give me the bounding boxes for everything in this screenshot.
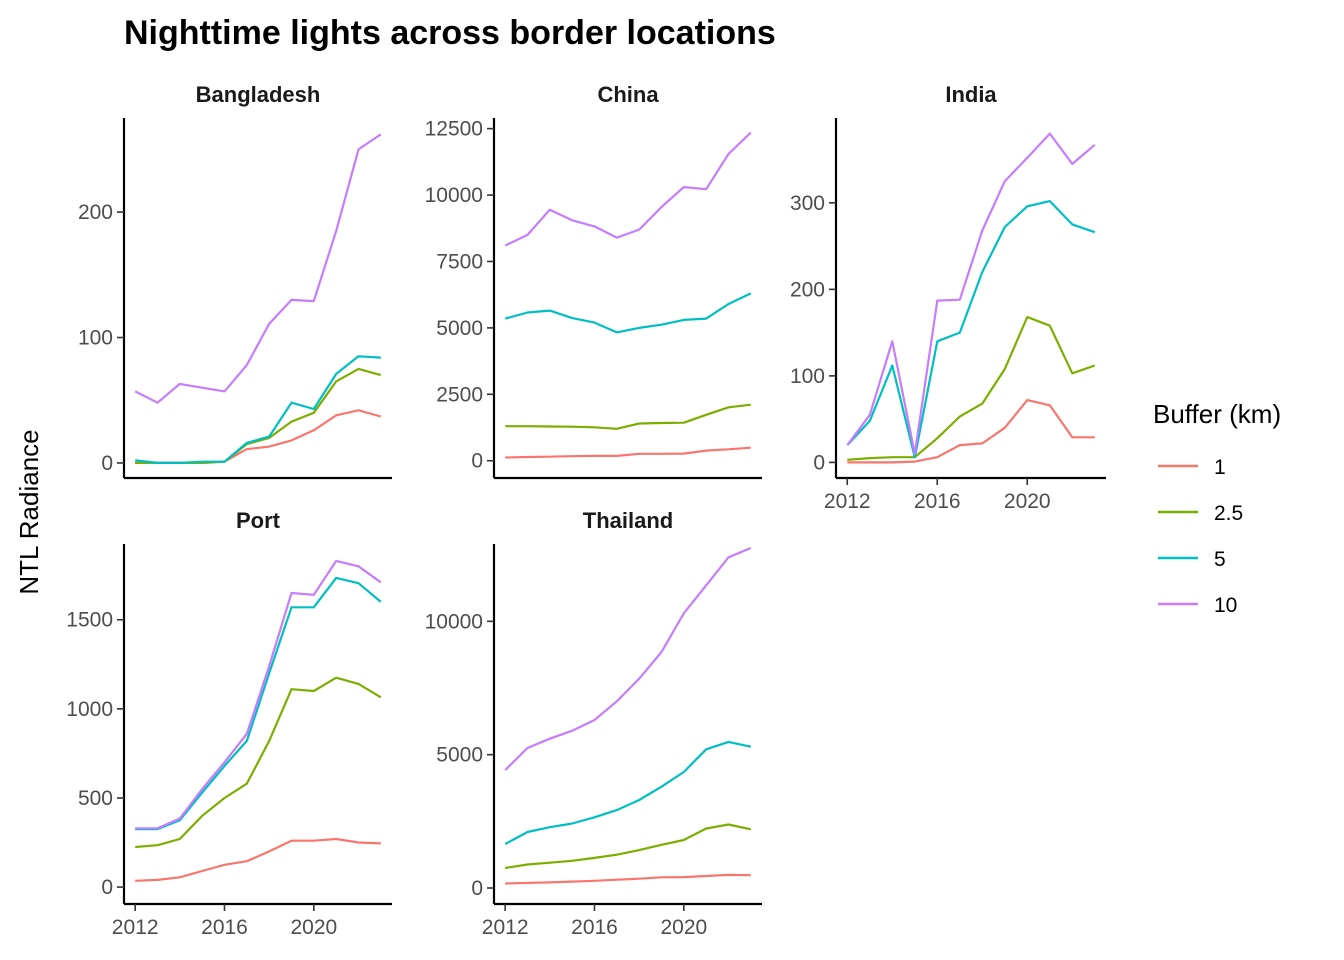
x-tick-label: 2020 [660,916,707,939]
series-line-1 [847,399,1095,464]
legend-title: Buffer (km) [1153,399,1281,429]
series-line-5 [135,576,382,831]
y-tick-label: 500 [78,787,113,810]
series-line-1 [135,409,382,464]
x-tick-label: 2020 [1004,490,1051,513]
facet-panels: Bangladesh0100200China025005000750010000… [66,82,1106,939]
panel-thailand: Thailand 0 5000 10000 2012 2016 2020 [425,508,762,939]
y-tick-label: 0 [471,450,483,473]
panel-title: China [597,82,659,107]
y-tick-label: 200 [78,201,113,224]
y-axis-label: NTL Radiance [14,429,44,594]
x-tick-label: 2012 [482,916,529,939]
y-tick-label: 0 [471,877,483,900]
series-line-2_5 [505,403,751,430]
series-line-2_5 [135,676,382,849]
series-line-2_5 [505,823,752,870]
legend: Buffer (km) 1 2.5 5 10 [1153,399,1281,617]
x-tick-label: 2016 [571,916,618,939]
series-line-5 [504,292,752,334]
legend-label: 2.5 [1214,502,1243,525]
series-line-1 [135,837,381,882]
y-tick-label: 5000 [436,317,483,340]
series-line-1 [505,873,751,885]
y-tick-label: 0 [101,876,113,899]
y-tick-label: 1500 [66,609,113,632]
legend-label: 5 [1214,548,1226,571]
y-tick-label: 300 [790,192,825,215]
series-line-5 [846,200,1096,459]
legend-label: 10 [1214,594,1237,617]
x-tick-label: 2020 [290,916,337,939]
y-tick-label: 100 [790,365,825,388]
y-tick-label: 2500 [436,383,483,406]
panel-title: Thailand [583,508,673,533]
y-tick-label: 10000 [425,184,483,207]
panel-india: India 0 100 200 300 2012 2016 2020 [790,82,1106,513]
y-tick-label: 10000 [425,610,483,633]
legend-label: 1 [1214,456,1226,479]
y-tick-label: 5000 [436,744,483,767]
y-tick-label: 0 [813,451,825,474]
series-line-10 [846,132,1096,455]
series-line-10 [135,559,382,830]
series-line-2_5 [847,315,1096,461]
x-tick-label: 2012 [112,916,159,939]
series-line-10 [504,131,752,247]
panel-china: China 0 2500 5000 7500 10000 12500 [425,82,762,480]
chart-title: Nighttime lights across border locations [124,14,776,52]
series-line-1 [505,446,751,459]
series-line-5 [504,740,752,845]
y-tick-label: 12500 [425,118,483,141]
y-tick-label: 0 [101,452,113,475]
y-tick-label: 1000 [66,698,113,721]
series-line-10 [134,133,382,404]
series-line-10 [504,546,752,771]
panel-title: Bangladesh [196,82,321,107]
y-tick-label: 100 [78,327,113,350]
series-line-5 [135,355,381,464]
y-tick-label: 200 [790,278,825,301]
panel-title: India [945,82,997,107]
x-tick-label: 2016 [201,916,248,939]
x-tick-label: 2016 [914,490,961,513]
panel-title: Port [236,508,281,533]
panel-bangladesh: Bangladesh 0 100 200 [78,82,392,480]
panel-port: Port 0 500 1000 1500 2012 2016 2020 [66,508,392,939]
x-tick-label: 2012 [824,490,871,513]
y-tick-label: 7500 [436,250,483,273]
